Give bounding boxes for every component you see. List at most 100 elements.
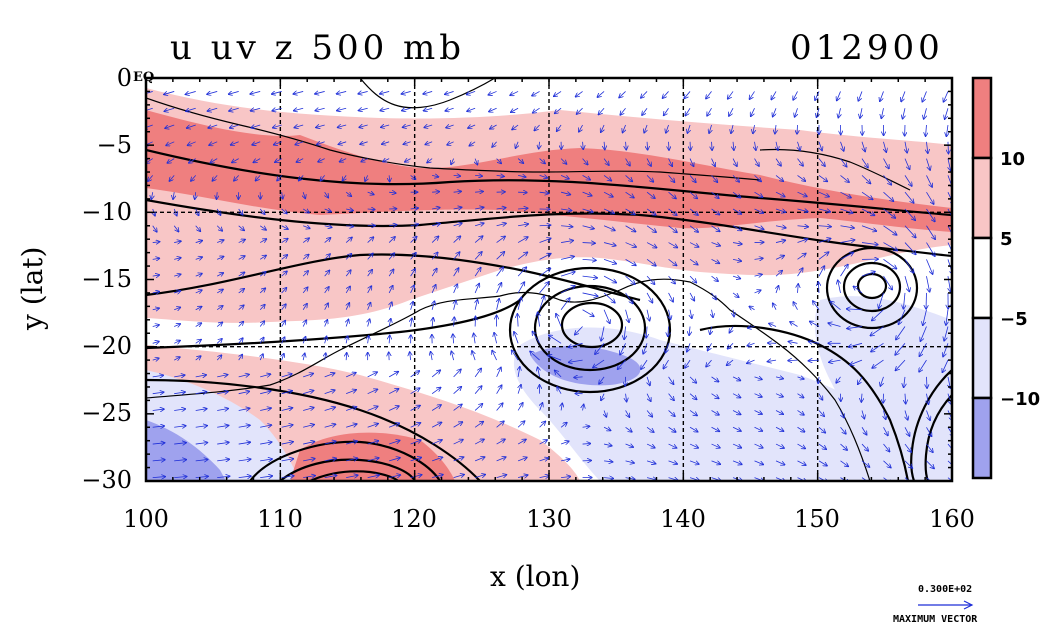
wind-vector-378: [926, 242, 934, 257]
wind-vector-27: [728, 91, 734, 98]
wind-vector-136: [626, 141, 627, 150]
wind-vector-454: [926, 276, 929, 292]
wind-vector-7: [293, 91, 304, 94]
wind-vector-140: [712, 141, 713, 150]
wind-vector-465: [345, 286, 350, 294]
wind-vector-787: [732, 426, 741, 431]
wind-vector-765: [260, 425, 271, 427]
wind-vector-695: [388, 389, 398, 395]
wind-vector-267: [174, 208, 177, 216]
wind-vector-688: [238, 391, 250, 393]
wind-vector-783: [646, 426, 654, 432]
wind-vector-731: [346, 407, 356, 411]
wind-vector-46: [315, 108, 325, 110]
wind-vector-551: [556, 314, 562, 327]
wind-vector-366: [668, 242, 678, 248]
wind-vector-734: [410, 405, 420, 411]
wind-vector-614: [282, 354, 284, 361]
wind-vector-197: [299, 175, 304, 180]
wind-vector-178: [711, 158, 716, 167]
wind-vector-270: [238, 208, 243, 215]
wind-vector-287: [603, 208, 614, 213]
wind-vector-532: [152, 325, 159, 327]
wind-vector-541: [346, 319, 348, 327]
wind-vector-570: [152, 342, 159, 344]
wind-vector-622: [451, 351, 453, 361]
wind-vector-514: [582, 309, 594, 317]
central-low-strong-negative: [530, 345, 641, 386]
wind-vector-53: [467, 108, 476, 111]
plot-title-date: 012900: [790, 28, 944, 68]
wind-vector-726: [238, 408, 250, 410]
wind-vector-84: [316, 125, 325, 127]
wind-vector-535: [216, 322, 222, 327]
wind-vector-199: [342, 175, 346, 180]
wind-vector-400: [582, 259, 596, 260]
wind-vector-503: [346, 303, 349, 310]
wind-vector-288: [625, 208, 635, 214]
wind-vector-866: [797, 460, 806, 465]
wind-vector-262: [883, 191, 893, 201]
wind-vector-62: [664, 107, 669, 115]
wind-vector-821: [646, 443, 655, 448]
wind-vector-655: [345, 373, 356, 378]
wind-vector-211: [603, 175, 611, 180]
wind-vector-165: [427, 159, 433, 163]
wind-vector-438: [582, 276, 598, 278]
wind-vector-850: [453, 457, 464, 462]
wind-vector-58: [577, 107, 583, 114]
wind-vector-486: [798, 284, 799, 293]
east-low-ring-2: [842, 261, 902, 313]
wind-vector-198: [320, 175, 325, 180]
wind-vector-581: [389, 335, 390, 344]
wind-vector-667: [599, 376, 605, 384]
wind-vector-282: [496, 208, 506, 209]
wind-vector-294: [754, 208, 764, 213]
wind-vector-722: [152, 409, 164, 410]
wind-vector-26: [706, 91, 712, 98]
wind-vector-864: [754, 460, 764, 465]
wind-vector-351: [345, 237, 352, 243]
wind-vector-122: [317, 142, 325, 145]
wind-vector-410: [797, 253, 806, 260]
wind-vector-480: [668, 292, 674, 302]
wind-vector-653: [303, 373, 313, 378]
wind-vector-659: [431, 370, 440, 378]
wind-vector-791: [818, 426, 825, 432]
wind-vector-533: [174, 324, 180, 327]
wind-vector-25: [684, 91, 691, 98]
wind-vector-578: [325, 336, 327, 344]
wind-vector-638: [788, 360, 798, 361]
wind-vector-243: [475, 191, 483, 192]
wind-vector-651: [260, 374, 270, 377]
wind-vector-435: [517, 267, 526, 277]
wind-vector-703: [557, 387, 562, 394]
wind-vector-217: [732, 175, 739, 182]
wind-vector-359: [517, 237, 528, 243]
wind-vector-441: [646, 275, 655, 284]
wind-vector-870: [883, 460, 890, 468]
wind-vector-175: [646, 158, 651, 166]
wind-vector-100: [666, 124, 669, 133]
wind-vector-90: [446, 125, 454, 128]
wind-vector-353: [388, 237, 395, 243]
wind-vector-350: [324, 238, 331, 243]
wind-vector-668: [625, 376, 626, 386]
wind-vector-54: [489, 108, 497, 111]
lat-tick-25: −25: [81, 399, 132, 427]
wind-vector-416: [926, 259, 932, 274]
wind-vector-728: [281, 408, 293, 411]
wind-vector-194: [234, 175, 239, 180]
wind-vector-863: [732, 460, 742, 464]
wind-vector-832: [883, 443, 889, 451]
wind-vector-711: [732, 393, 740, 398]
wind-vector-802: [238, 442, 251, 444]
wind-vector-550: [538, 312, 540, 327]
wind-vector-231: [216, 192, 217, 199]
wind-vector-143: [776, 141, 778, 150]
wind-vector-203: [432, 175, 438, 177]
wind-vector-289: [646, 208, 656, 215]
wind-vector-169: [517, 158, 523, 164]
wind-vector-848: [410, 457, 422, 462]
